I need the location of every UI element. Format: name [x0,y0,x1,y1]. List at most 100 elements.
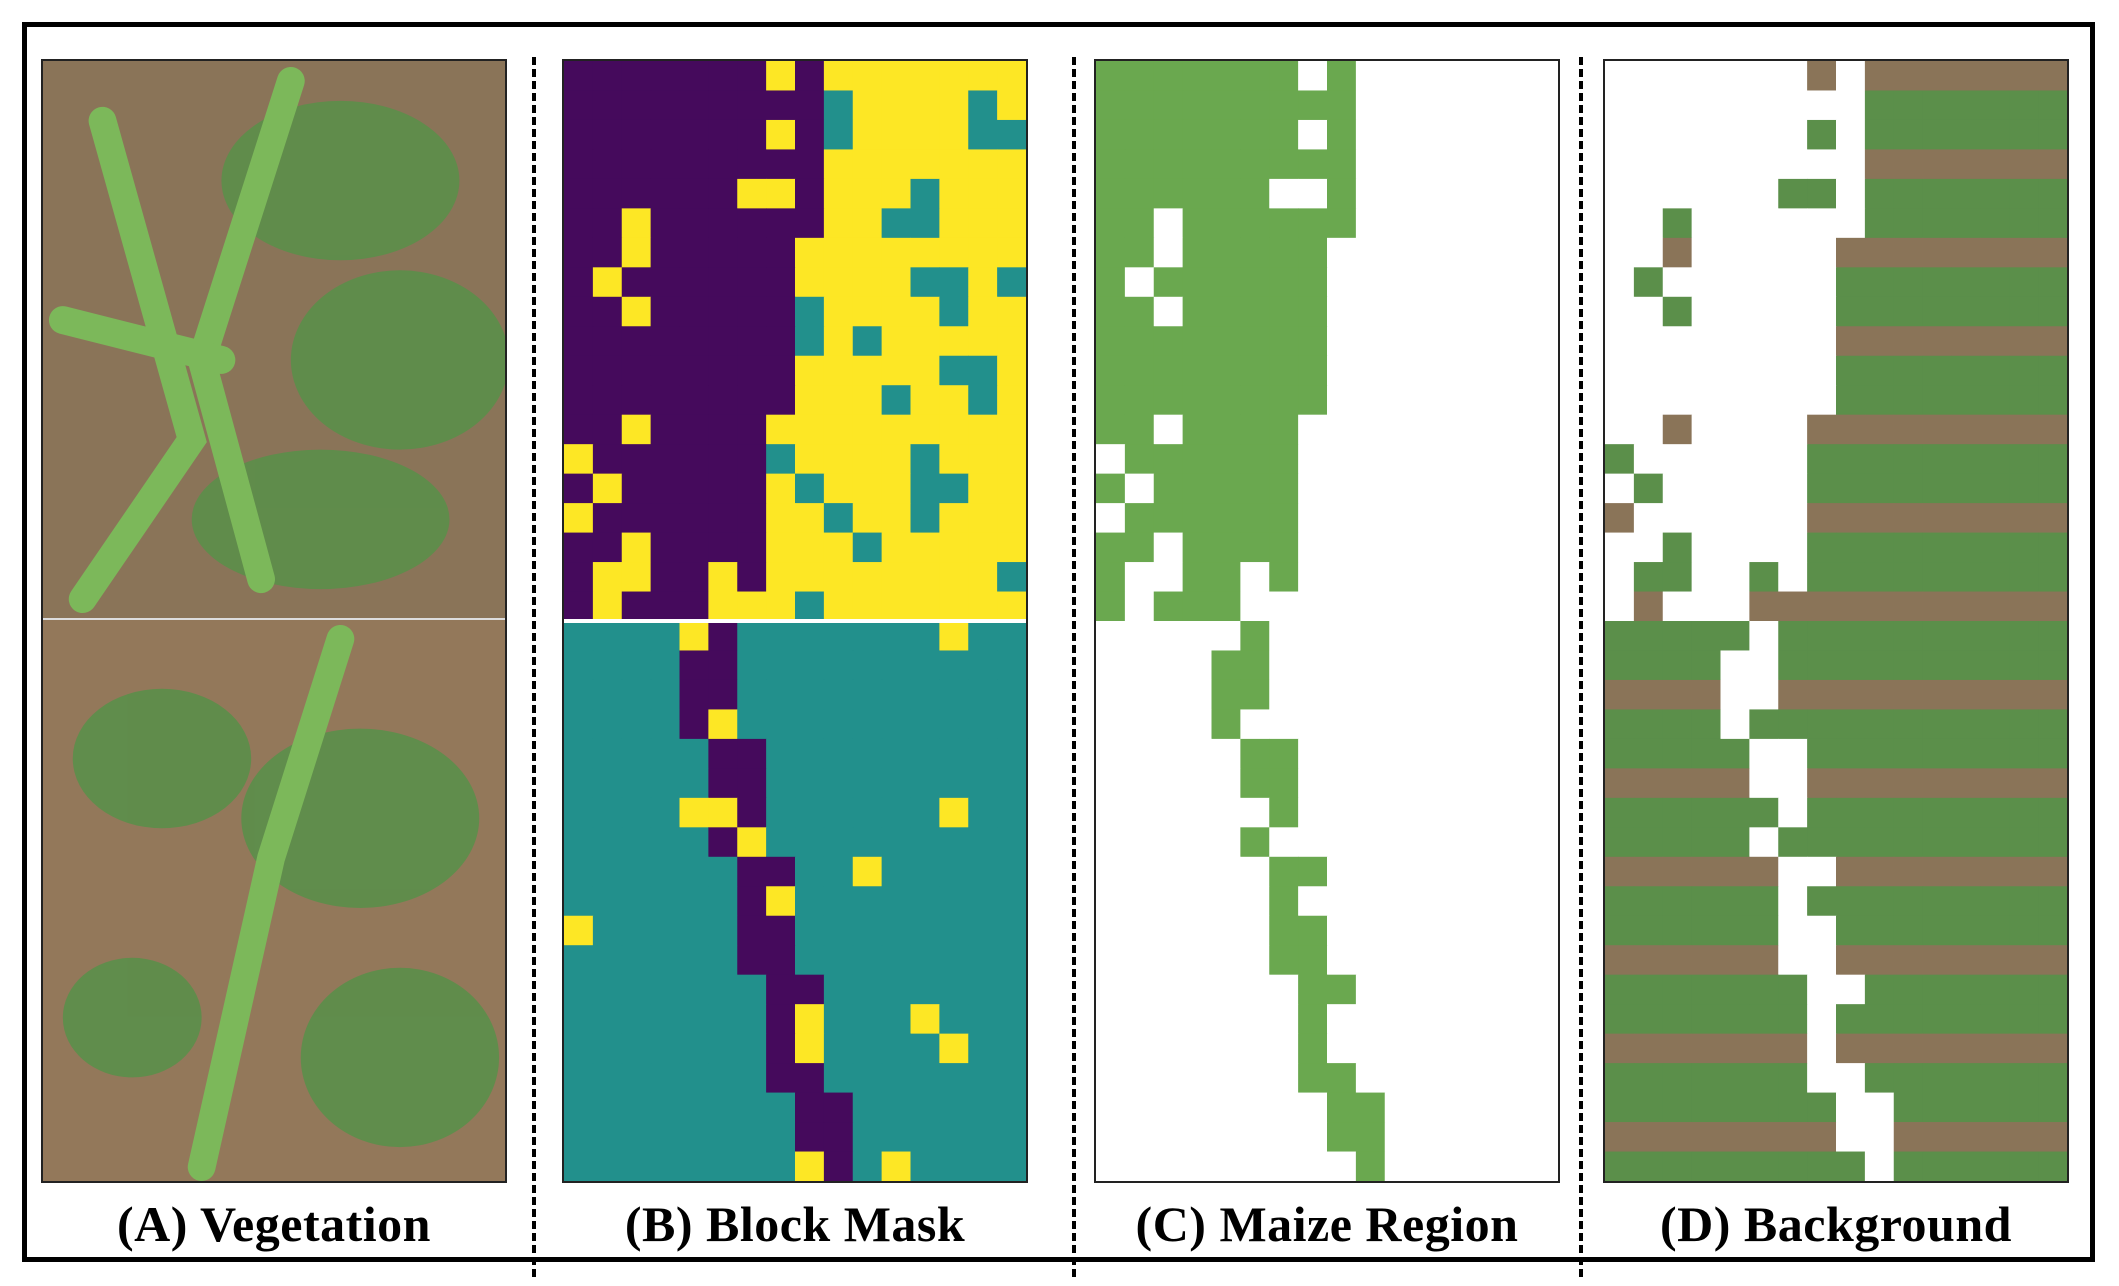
image-block [1471,1122,1501,1153]
mask-cell [564,856,594,887]
image-block [1384,679,1415,710]
image-block [1529,208,1558,239]
image-block [1633,856,1664,887]
image-block [2009,650,2039,681]
mask-cell [968,385,998,416]
mask-cell [708,414,738,445]
image-block [1864,827,1895,858]
mask-cell [621,473,652,504]
image-block [1662,385,1693,416]
image-block [2038,296,2067,327]
image-block [2038,1122,2067,1153]
image-block [1327,385,1357,416]
image-block [2038,856,2067,887]
mask-cell [795,355,825,386]
image-block [1605,149,1635,180]
image-block [1836,1033,1866,1064]
image-block [1633,768,1664,799]
image-block [1980,1004,2010,1035]
mask-cell [621,355,652,386]
image-block [1633,797,1664,828]
image-block [1413,237,1443,268]
image-block [1529,267,1558,298]
image-block [1720,444,1750,475]
image-block [2038,1151,2067,1181]
mask-cell [679,1151,709,1181]
image-block [2009,856,2039,887]
mask-cell [679,856,709,887]
image-block [1500,326,1530,357]
mask-cell [795,414,825,445]
mask-cell [737,208,767,239]
image-block [2009,1151,2039,1181]
caption-vegetation: (A) Vegetation [117,1196,431,1252]
image-block [1471,650,1501,681]
image-block [1096,532,1126,563]
mask-cell [621,90,652,121]
image-block [1662,738,1693,769]
image-block [1529,679,1558,710]
mask-cell [852,1151,883,1181]
image-block [1471,856,1501,887]
image-block [1691,1004,1721,1035]
image-block [1211,856,1241,887]
image-block [2009,738,2039,769]
image-block [1500,709,1530,740]
image-block [1442,178,1472,209]
image-block [1240,768,1270,799]
mask-cell [679,679,709,710]
image-block [1442,974,1472,1005]
image-block [1893,915,1924,946]
image-block [1355,326,1386,357]
image-block [2038,709,2067,740]
mask-cell [997,385,1026,416]
mask-cell [997,1063,1026,1094]
image-block [1807,1092,1837,1123]
image-block [1691,1151,1721,1181]
mask-cell [650,1033,680,1064]
image-block [1605,119,1635,150]
image-block [1605,591,1635,622]
image-block [1980,473,2010,504]
image-block [1442,591,1472,622]
caption-maize-region: (C) Maize Region [1135,1196,1519,1252]
image-block [1749,621,1779,651]
mask-cell [910,149,940,180]
image-block [1980,827,2010,858]
mask-cell [852,562,883,593]
mask-cell [621,1004,652,1035]
mask-cell [823,974,854,1005]
image-block [1922,562,1952,593]
image-block [2009,945,2039,976]
image-block [1529,856,1558,887]
image-block [1922,1033,1952,1064]
mask-cell [997,208,1026,239]
mask-cell [881,768,911,799]
mask-cell [564,326,594,357]
image-block [1605,414,1635,445]
image-block [1893,90,1924,121]
mask-cell [737,768,767,799]
image-block [1182,473,1212,504]
mask-cell [939,532,969,563]
image-block [1633,296,1664,327]
mask-cell [650,237,680,268]
image-block [1864,119,1895,150]
image-block [1893,1092,1924,1123]
image-block [1298,473,1328,504]
image-block [1807,61,1837,91]
image-block [1413,768,1443,799]
image-block [1951,591,1981,622]
image-block [1355,1033,1386,1064]
image-block [1327,178,1357,209]
mask-cell [852,414,883,445]
image-block [1778,915,1808,946]
mask-cell [592,385,623,416]
image-block [1240,61,1270,91]
image-block [1720,355,1750,386]
image-block [1749,827,1779,858]
mask-cell [939,149,969,180]
mask-cell [852,856,883,887]
image-block [1355,827,1386,858]
mask-cell [564,1092,594,1123]
